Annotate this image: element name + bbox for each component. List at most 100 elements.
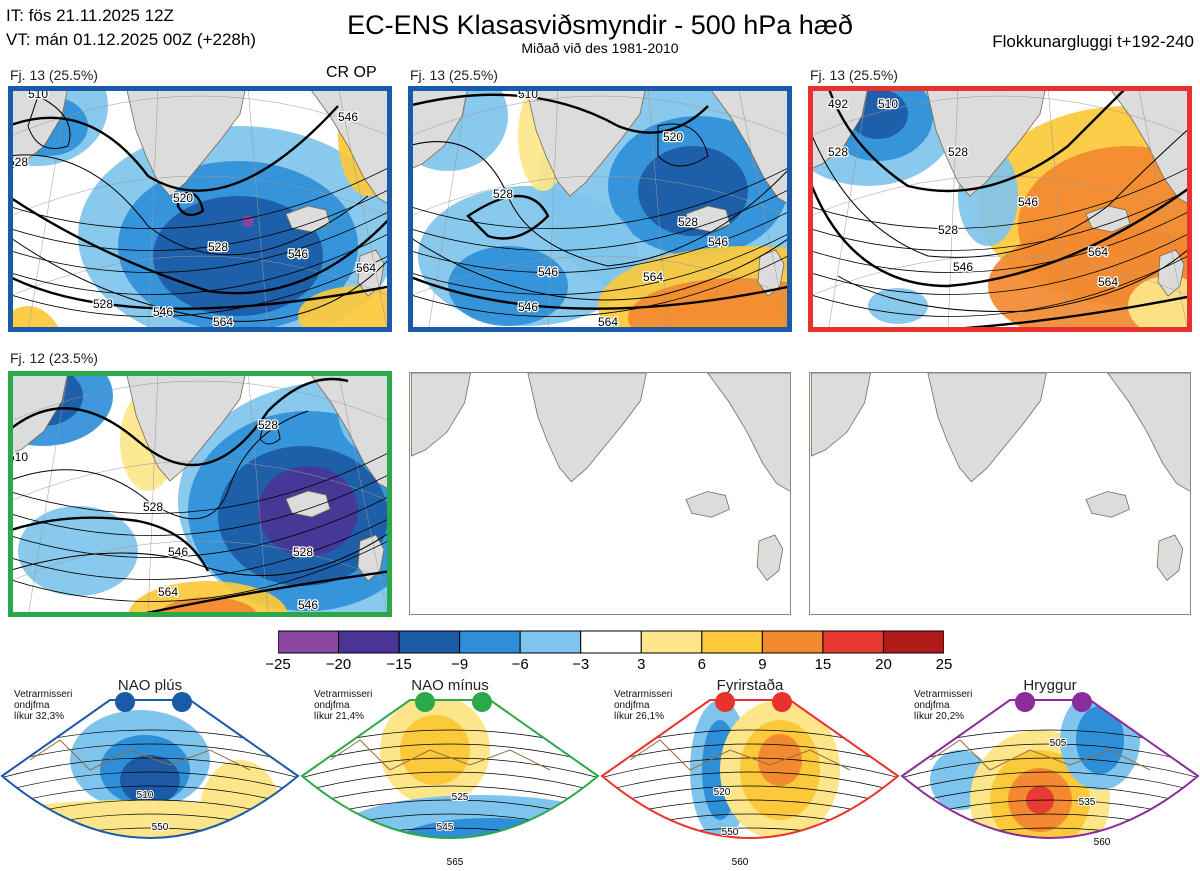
contour-label: 510 xyxy=(28,91,48,101)
map-canvas: 510 528 546 564 528 546 528 xyxy=(13,376,387,612)
regime-anomaly xyxy=(1076,706,1124,774)
regime-contour xyxy=(302,785,598,807)
iceland-landmass xyxy=(1085,491,1130,518)
height-contour xyxy=(828,91,1125,193)
contour-label: 510 xyxy=(13,450,28,464)
regime-probability: Vetrarmisseri ondjfma líkur 20,2% xyxy=(914,689,973,722)
regime-frame xyxy=(0,699,300,839)
contour-label: 510 xyxy=(518,91,538,101)
height-contour xyxy=(259,423,281,445)
contour-label: 546 xyxy=(288,247,308,261)
regime-contour xyxy=(2,827,298,838)
regime-contour xyxy=(900,842,1200,862)
regime-marker-dot xyxy=(172,692,192,712)
regime-marker-dot xyxy=(715,692,735,712)
contour-label: 528 xyxy=(258,418,278,432)
colorbar-swatch xyxy=(701,630,763,654)
regime-contour xyxy=(600,842,900,862)
colorbar-tick-label: 9 xyxy=(758,656,767,673)
colorbar-swatch xyxy=(398,630,461,654)
height-contour xyxy=(13,475,387,536)
height-contour xyxy=(657,123,709,167)
panel-label-2: Fj. 13 (25.5%) xyxy=(410,67,498,83)
colorbar-tick-label: 6 xyxy=(697,656,706,673)
regime-title: Fyrirstaða xyxy=(716,677,784,694)
contour-label: 564 xyxy=(643,270,663,284)
map-canvas: 492 510 528 546 564 528 546 564 528 xyxy=(813,91,1187,327)
regime-title: NAO plús xyxy=(117,677,183,694)
regime-anomaly xyxy=(758,734,802,786)
height-contour xyxy=(13,256,387,317)
contour-label: 528 xyxy=(293,545,313,559)
height-contour xyxy=(413,190,787,251)
regime-marker-dot xyxy=(472,692,492,712)
cluster-map-1: 510 520 528 546 564 528 546 564 546 528 xyxy=(8,86,392,332)
height-contour xyxy=(813,212,1187,273)
colorbar-tick-label: −25 xyxy=(265,656,291,673)
contour-label: 510 xyxy=(878,97,898,111)
regime-marker-dot xyxy=(415,692,435,712)
contour-label: 528 xyxy=(143,500,163,514)
iceland-landmass xyxy=(285,205,331,233)
regime-contour xyxy=(902,827,1198,838)
empty-map-6 xyxy=(809,372,1191,615)
contour-label: 564 xyxy=(1088,245,1108,259)
height-contour xyxy=(13,234,387,295)
height-contour xyxy=(13,497,387,558)
anomaly-area xyxy=(298,286,387,327)
regime-contour xyxy=(302,743,598,765)
regime-contour xyxy=(602,771,898,793)
contour-label: 546 xyxy=(153,305,173,319)
colorbar-swatch xyxy=(640,630,703,654)
height-contour xyxy=(13,212,387,273)
contour-label: 546 xyxy=(708,235,728,249)
regime-marker-dot xyxy=(1015,692,1035,712)
panel-label-3: Fj. 13 (25.5%) xyxy=(810,67,898,83)
height-contour xyxy=(813,168,1187,229)
initial-time: IT: fös 21.11.2025 12Z xyxy=(6,6,174,25)
regime-contour-label: 550 xyxy=(722,827,739,838)
regime-map: 520 550 560 xyxy=(600,692,900,869)
contour-label: 528 xyxy=(208,240,228,254)
height-contour xyxy=(466,194,550,240)
contour-label: 520 xyxy=(663,130,683,144)
colorbar-tick-label: −3 xyxy=(572,656,590,673)
scandinavia-landmass xyxy=(1111,91,1187,204)
colorbar-swatch xyxy=(519,630,582,654)
height-contour xyxy=(963,295,1187,327)
height-contour xyxy=(145,570,387,612)
regime-map: 525 545 565 xyxy=(300,692,600,869)
height-contour xyxy=(413,212,787,273)
regime-coastline xyxy=(929,739,1151,771)
regime-coastline xyxy=(629,739,851,771)
cluster-map-3: 492 510 528 546 564 528 546 564 528 xyxy=(808,86,1192,332)
greenland-landmass xyxy=(527,373,647,483)
colorbar-swatch xyxy=(459,630,521,654)
regime-contour xyxy=(2,785,298,807)
crop-label: CR OP xyxy=(326,64,377,81)
regime-contour-label: 505 xyxy=(1050,738,1067,749)
height-contour xyxy=(13,168,387,229)
britain-landmass xyxy=(1156,534,1184,582)
map-canvas: 510 520 528 546 564 528 546 564 546 xyxy=(413,91,787,327)
regime-contour xyxy=(2,771,298,793)
contour-label: 546 xyxy=(953,260,973,274)
colorbar-tick-label: −9 xyxy=(451,656,469,673)
colorbar-tick-label: 20 xyxy=(875,656,892,673)
height-contour xyxy=(13,410,309,520)
contour-label: 528 xyxy=(938,223,958,237)
colorbar-swatch xyxy=(278,630,340,654)
contour-label: 564 xyxy=(356,261,376,275)
regime-contour-label: 550 xyxy=(152,822,169,833)
contour-label: 546 xyxy=(1018,195,1038,209)
colorbar-tick-label: 15 xyxy=(814,656,832,673)
colorbar xyxy=(278,630,944,654)
anomaly-area xyxy=(18,506,138,596)
height-contour xyxy=(13,190,387,251)
height-contour xyxy=(813,256,1187,317)
height-contour xyxy=(813,129,1187,258)
regime-frame xyxy=(300,699,600,839)
regime-contour xyxy=(302,771,598,793)
britain-landmass xyxy=(756,534,784,582)
contour-label: 564 xyxy=(598,315,618,327)
